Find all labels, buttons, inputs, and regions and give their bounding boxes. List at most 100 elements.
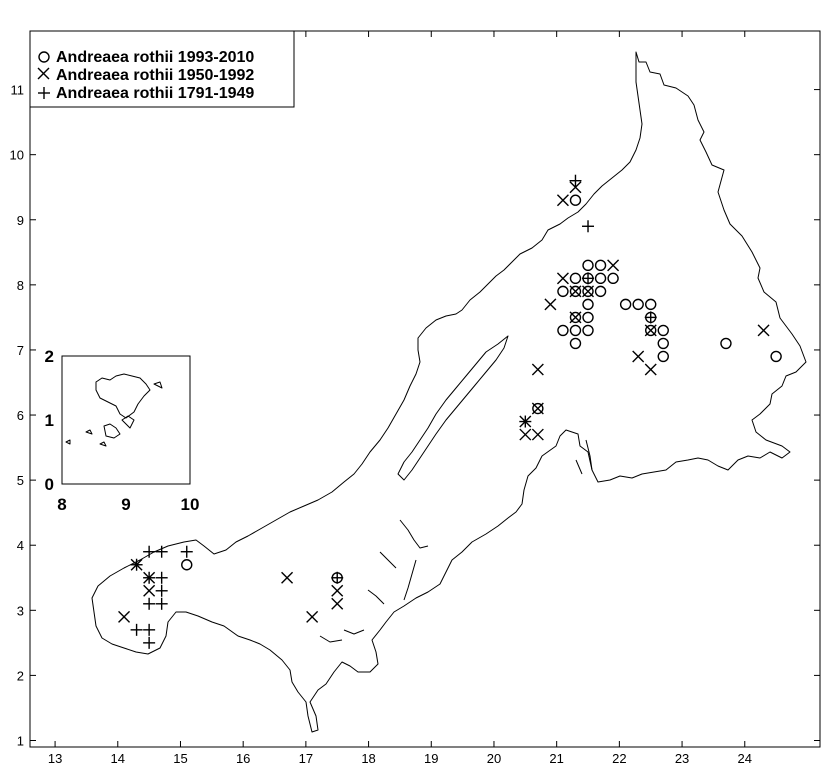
legend-plus-icon (38, 87, 50, 99)
record-plus-marker (569, 174, 582, 187)
record-circle-marker (645, 324, 657, 337)
record-x-marker (143, 584, 156, 597)
record-x-marker (632, 350, 645, 363)
record-x-marker (757, 324, 770, 337)
record-x-marker (281, 571, 294, 584)
record-plus-marker (582, 220, 595, 233)
record-plus-marker (582, 272, 595, 285)
record-x-marker (569, 311, 582, 324)
record-plus-marker (143, 545, 156, 558)
inset-y-tick-label: 0 (45, 475, 54, 494)
record-plus-marker (331, 571, 344, 584)
legend-label-1950-1992: Andreaea rothii 1950-1992 (56, 67, 254, 84)
legend: Andreaea rothii 1993-2010 Andreaea rothi… (29, 30, 295, 108)
inset-x-tick-label: 9 (121, 495, 130, 514)
y-tick-label: 9 (17, 213, 24, 228)
record-x-marker (531, 363, 544, 376)
y-tick-label: 10 (10, 148, 24, 163)
record-circle-marker (569, 337, 582, 350)
record-plus-marker (644, 311, 657, 324)
record-circle-marker (582, 259, 594, 272)
x-tick-label: 15 (173, 751, 187, 766)
record-circle-marker (770, 350, 782, 363)
record-circle-marker (582, 311, 594, 324)
record-x-marker (582, 285, 595, 298)
record-plus-marker (130, 623, 143, 636)
record-circle-marker (569, 311, 582, 324)
x-tick-label: 14 (111, 751, 125, 766)
record-circle-marker (720, 337, 732, 350)
record-plus-marker (155, 584, 168, 597)
record-circle-marker (645, 298, 657, 311)
record-x-marker (544, 298, 557, 311)
inset-x-labels: 8 9 10 (57, 495, 199, 514)
y-tick-label: 3 (17, 603, 24, 618)
record-plus-marker (143, 571, 156, 584)
record-circle-marker (569, 272, 582, 285)
record-x-marker (644, 363, 657, 376)
plot-frame (29, 30, 821, 748)
x-tick-label: 17 (299, 751, 313, 766)
record-x-marker (569, 181, 582, 194)
x-tick-label: 24 (738, 751, 752, 766)
inset-y-labels: 0 1 2 (45, 347, 54, 494)
record-plus-marker (143, 597, 156, 610)
record-circle-marker (181, 559, 193, 571)
record-circle-marker (582, 298, 594, 311)
record-plus-marker (155, 571, 168, 584)
coastline-outline (91, 51, 807, 733)
x-tick-labels: 13 14 15 16 17 18 19 20 21 22 23 24 (48, 751, 752, 766)
x-tick-label: 20 (487, 751, 501, 766)
inset-y-tick-label: 1 (45, 411, 54, 430)
x-tick-label: 19 (424, 751, 438, 766)
legend-label-1791-1949: Andreaea rothii 1791-1949 (56, 85, 254, 102)
y-tick-labels: 1 2 3 4 5 6 7 8 9 10 11 (10, 83, 24, 749)
record-x-marker (331, 597, 344, 610)
inset-islands (65, 373, 163, 447)
record-circle-marker (657, 350, 669, 363)
record-circle-marker (569, 285, 582, 298)
y-tick-label: 5 (17, 473, 24, 488)
inset-frame (61, 355, 191, 485)
x-tick-label: 23 (675, 751, 689, 766)
y-tick-label: 6 (17, 408, 24, 423)
record-x-marker (118, 610, 131, 623)
legend-x-icon (37, 67, 50, 80)
record-markers (118, 174, 782, 649)
record-circle-marker (532, 402, 544, 415)
x-tick-label: 16 (236, 751, 250, 766)
y-tick-label: 4 (17, 538, 24, 553)
x-tick-label: 21 (549, 751, 563, 766)
record-circle-marker (619, 298, 632, 311)
record-x-marker (556, 272, 569, 285)
x-tick-label: 22 (612, 751, 626, 766)
inset-y-tick-label: 2 (45, 347, 54, 366)
record-plus-marker (130, 558, 143, 571)
record-x-marker (519, 428, 532, 441)
estuary-outline (397, 335, 509, 481)
y-tick-label: 7 (17, 343, 24, 358)
legend-box (29, 30, 295, 108)
inset-map: 8 9 10 0 1 2 (45, 347, 200, 514)
record-circle-marker (582, 285, 594, 298)
legend-label-1993-2010: Andreaea rothii 1993-2010 (56, 49, 254, 66)
record-x-marker (607, 259, 620, 272)
record-circle-marker (657, 324, 669, 337)
record-circle-marker (657, 337, 669, 350)
creek-outline (319, 439, 593, 643)
record-x-marker (306, 610, 319, 623)
record-circle-marker (632, 298, 644, 311)
record-x-marker (331, 584, 344, 597)
record-plus-marker (519, 415, 532, 428)
x-tick-label: 13 (48, 751, 62, 766)
record-circle-marker (594, 259, 607, 272)
inset-x-tick-label: 8 (57, 495, 66, 514)
record-circle-marker (569, 324, 582, 337)
record-x-marker (644, 324, 657, 337)
inset-x-tick-label: 10 (181, 495, 200, 514)
y-tick-label: 8 (17, 278, 24, 293)
record-x-marker (531, 428, 544, 441)
record-circle-marker (594, 285, 607, 298)
legend-circle-icon (38, 51, 50, 63)
